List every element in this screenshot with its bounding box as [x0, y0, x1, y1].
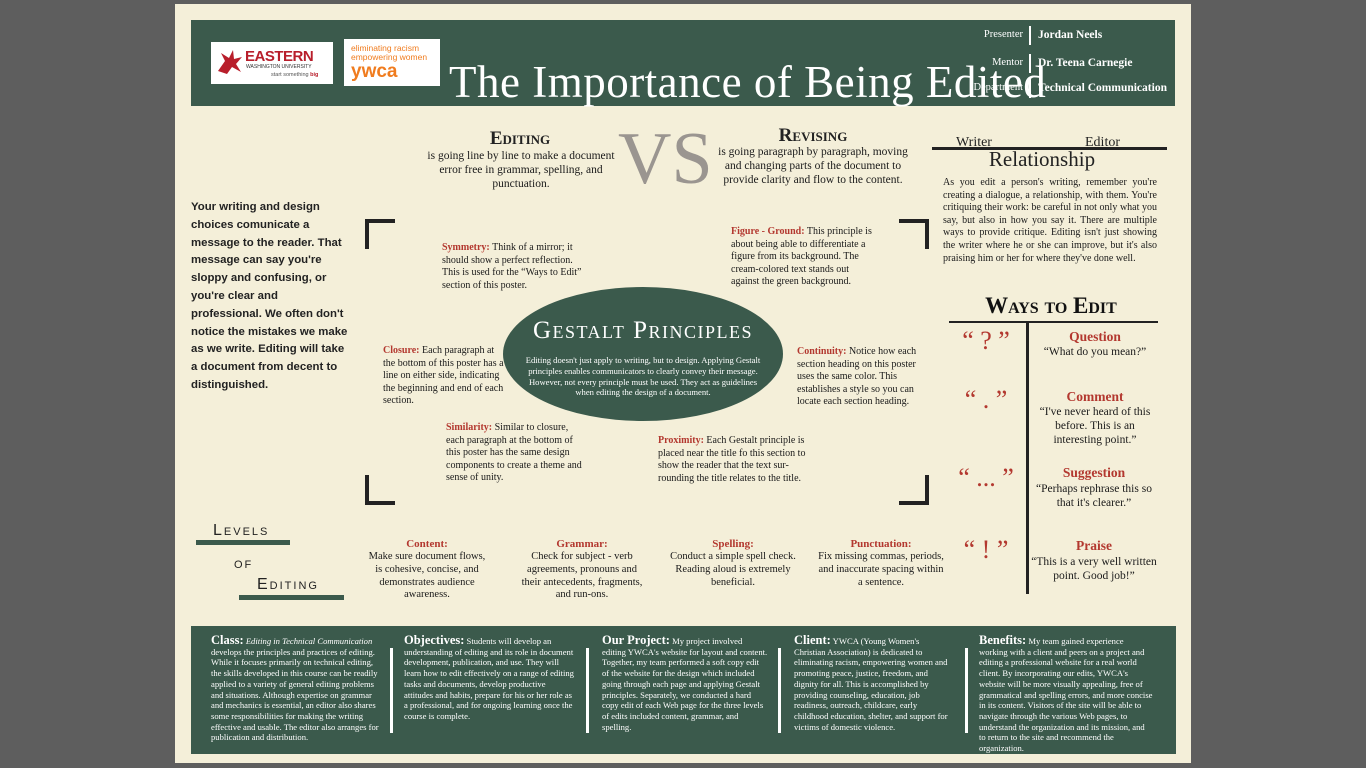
ywca-name: ywca	[351, 61, 398, 82]
footer-bar: Class: Editing in Technical Communicatio…	[191, 626, 1176, 754]
continuity-item: Continuity: Notice how each section head…	[797, 346, 917, 407]
footer-divider	[586, 648, 589, 733]
footer-class: Class: Editing in Technical Communicatio…	[211, 633, 379, 743]
level-grammar-desc: Check for subject - verb agreements, pro…	[521, 551, 643, 601]
editing-text: is going line by line to make a document…	[427, 150, 615, 190]
footer-divider	[390, 648, 393, 733]
level-content-desc: Make sure document flows, is cohesive, c…	[368, 551, 486, 601]
footer-divider	[778, 648, 781, 733]
gestalt-title: Gestalt Principles	[532, 317, 754, 344]
ellipsis-icon: “ ... ”	[958, 463, 1014, 492]
ewu-logo: EASTERN WASHINGTON UNIVERSITY start some…	[211, 42, 333, 84]
mentor-label: Mentor	[992, 57, 1023, 68]
gestalt-ellipse: Gestalt Principles Editing doesn't just …	[503, 287, 783, 421]
editing-rule	[239, 595, 344, 600]
level-spelling-title: Spelling:	[712, 538, 754, 550]
level-spelling-desc: Conduct a simple spell check. Reading al…	[670, 551, 796, 588]
figure-ground-item: Figure - Ground: This principle is about…	[731, 226, 872, 287]
way-suggestion-title: Suggestion	[1062, 465, 1126, 480]
presenter-value: Jordan Neels	[1038, 29, 1103, 41]
intro-text: Your writing and design choices comunica…	[191, 201, 348, 391]
period-icon: “ . ”	[964, 385, 1008, 414]
proximity-item: Proximity: Each Gestalt principle is pla…	[658, 435, 806, 484]
header-bar: EASTERN WASHINGTON UNIVERSITY start some…	[191, 20, 1175, 107]
vs-text: VS	[618, 118, 713, 200]
department-label: Department	[973, 82, 1023, 93]
eagle-icon	[218, 50, 242, 74]
ways-divider	[1026, 323, 1029, 594]
way-question-desc: “What do you mean?”	[1043, 346, 1147, 358]
ewu-subname: WASHINGTON UNIVERSITY	[246, 64, 312, 70]
of-word: of	[234, 555, 254, 572]
revising-text: is going paragraph by paragraph, moving …	[718, 146, 908, 186]
editing-heading: Editing	[489, 128, 551, 149]
bracket-top-right	[899, 219, 929, 249]
level-punctuation-title: Punctuation:	[850, 538, 912, 550]
closure-item: Closure: Each paragraph at the bottom of…	[383, 345, 504, 406]
meta-divider	[1029, 26, 1031, 45]
level-content-title: Content:	[406, 538, 448, 550]
editor-label: Editor	[1085, 135, 1120, 150]
gestalt-text: Editing doesn't just apply to writing, b…	[525, 355, 761, 398]
exclamation-icon: “ ! ”	[963, 535, 1009, 564]
meta-divider	[1029, 79, 1031, 98]
levels-word: Levels	[213, 522, 270, 539]
way-comment-desc: “I've never heard of this before. This i…	[1039, 406, 1151, 446]
bracket-bottom-right	[899, 475, 929, 505]
revising-heading: Revising	[778, 125, 848, 146]
ewu-name: EASTERN	[245, 48, 314, 65]
relationship-heading: Relationship	[988, 147, 1096, 171]
poster: EASTERN WASHINGTON UNIVERSITY start some…	[175, 4, 1191, 763]
ywca-tagline: eliminating racism empowering women	[351, 43, 428, 62]
bracket-bottom-left	[365, 475, 395, 505]
ways-heading: Ways to Edit	[985, 293, 1117, 318]
footer-divider	[965, 648, 968, 733]
relationship-text: As you edit a person's writing, remember…	[943, 177, 1157, 264]
department-value: Technical Communication	[1038, 82, 1167, 94]
editing-word: Editing	[257, 576, 319, 593]
symmetry-item: Symmetry: Think of a mirror; it should s…	[442, 242, 582, 291]
footer-objectives: Objectives: Students will develop an und…	[404, 633, 574, 721]
poster-title: The Importance of Being Edited	[449, 57, 1047, 107]
way-praise-title: Praise	[1076, 538, 1112, 553]
levels-rule	[196, 540, 290, 545]
footer-client: Client: YWCA (Young Women's Christian As…	[794, 633, 948, 732]
way-question-title: Question	[1069, 329, 1121, 344]
way-suggestion-desc: “Perhaps rephrase this so that it's clea…	[1036, 483, 1152, 509]
level-grammar-title: Grammar:	[556, 538, 608, 550]
level-punctuation-desc: Fix missing commas, periods, and inaccur…	[818, 551, 944, 588]
bracket-top-left	[365, 219, 395, 249]
way-comment-title: Comment	[1066, 389, 1124, 404]
way-praise-desc: “This is a very well written point. Good…	[1031, 556, 1157, 582]
similarity-item: Similarity: Similar to closure, each par…	[446, 422, 582, 483]
ywca-logo: eliminating racism empowering women ywca	[344, 39, 440, 86]
meta-divider	[1029, 54, 1031, 73]
presenter-label: Presenter	[983, 29, 1023, 40]
mentor-value: Dr. Teena Carnegie	[1038, 57, 1133, 69]
footer-project: Our Project: My project involved editing…	[602, 633, 768, 732]
ways-rule	[949, 321, 1158, 323]
question-mark-icon: “ ? ”	[962, 326, 1010, 355]
ewu-tagline: start something big	[271, 72, 319, 78]
relationship-rule	[932, 147, 1167, 150]
writer-label: Writer	[956, 135, 992, 150]
footer-benefits: Benefits: My team gained experience work…	[979, 633, 1153, 754]
